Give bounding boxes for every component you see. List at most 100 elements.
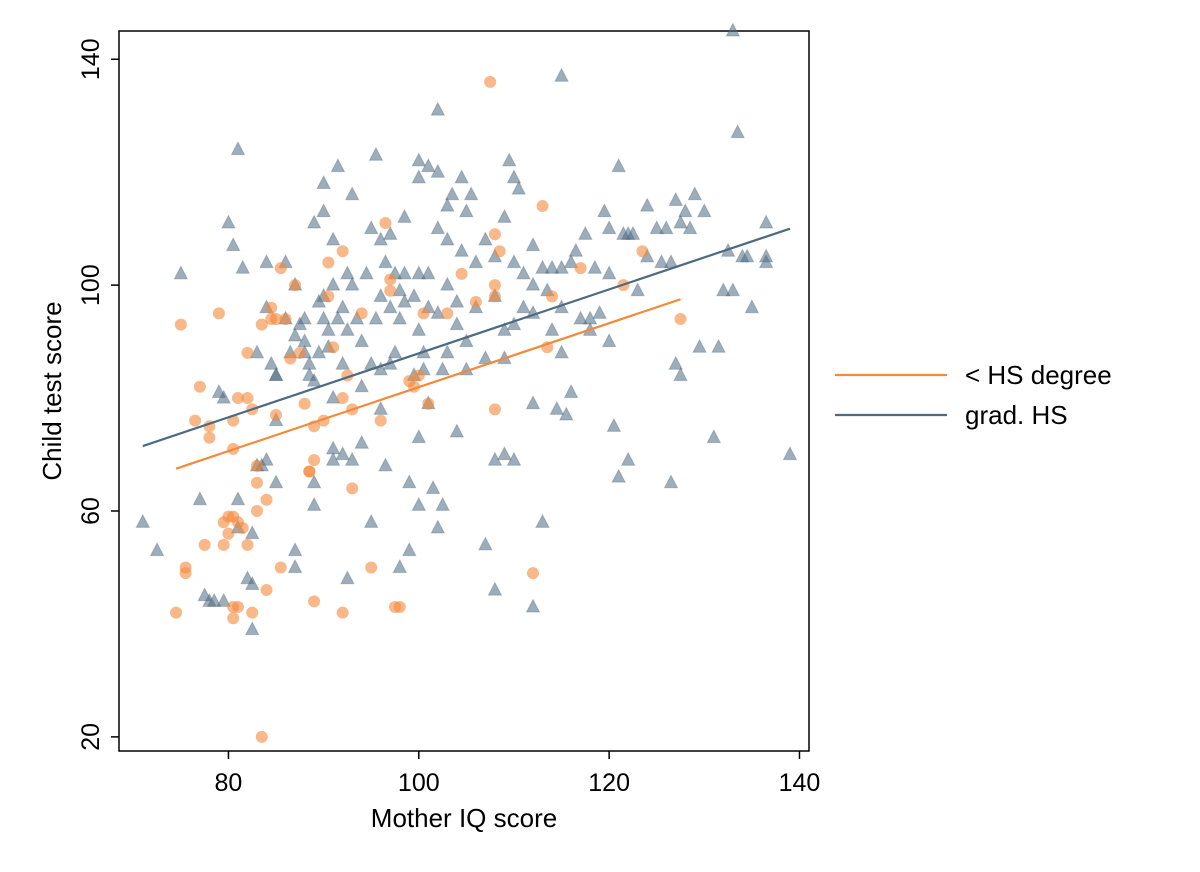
data-point-triangle bbox=[597, 203, 612, 218]
axes: 80 100 120 140 20 60 100 140 bbox=[77, 38, 820, 797]
data-point-triangle bbox=[459, 203, 474, 218]
data-point-triangle bbox=[135, 513, 151, 528]
data-point-triangle bbox=[449, 293, 465, 308]
data-point-triangle bbox=[344, 186, 360, 201]
data-point-triangle bbox=[397, 265, 412, 280]
data-point-triangle bbox=[373, 231, 389, 246]
data-point-triangle bbox=[654, 254, 669, 269]
fit-line-grad-hs bbox=[142, 227, 791, 448]
data-point-circle bbox=[174, 318, 187, 331]
data-point-triangle bbox=[554, 67, 569, 82]
data-point-triangle bbox=[430, 101, 446, 116]
data-point-triangle bbox=[506, 169, 522, 184]
data-point-circle bbox=[284, 352, 297, 365]
data-point-circle bbox=[336, 606, 349, 619]
data-point-triangle bbox=[525, 276, 541, 291]
data-point-circle bbox=[636, 245, 649, 258]
data-point-circle bbox=[270, 313, 283, 325]
data-point-triangle bbox=[463, 186, 479, 201]
data-point-circle bbox=[255, 730, 268, 743]
data-point-triangle bbox=[444, 186, 460, 201]
data-point-triangle bbox=[430, 163, 446, 178]
data-point-triangle bbox=[668, 355, 684, 370]
data-point-triangle bbox=[373, 287, 389, 302]
data-point-triangle bbox=[440, 231, 455, 246]
data-point-triangle bbox=[221, 214, 236, 229]
data-point-circle bbox=[488, 290, 501, 303]
data-point-circle bbox=[417, 307, 430, 320]
fit-line-less-than-hs bbox=[175, 298, 681, 470]
data-point-circle bbox=[241, 392, 254, 405]
data-point-triangle bbox=[725, 282, 741, 297]
data-point-circle bbox=[293, 346, 306, 359]
data-point-circle bbox=[355, 307, 368, 320]
data-point-triangle bbox=[497, 446, 512, 461]
data-point-triangle bbox=[739, 248, 755, 263]
data-point-circle bbox=[374, 414, 387, 427]
data-point-triangle bbox=[544, 321, 560, 336]
data-point-triangle bbox=[554, 344, 569, 359]
data-point-triangle bbox=[611, 158, 626, 173]
data-point-triangle bbox=[435, 496, 450, 511]
data-point-triangle bbox=[401, 474, 417, 489]
data-point-triangle bbox=[287, 542, 303, 557]
data-point-circle bbox=[469, 296, 482, 309]
data-point-triangle bbox=[411, 169, 427, 184]
data-point-circle bbox=[270, 409, 283, 421]
data-point-triangle bbox=[411, 265, 427, 280]
data-point-circle bbox=[412, 369, 425, 382]
data-point-triangle bbox=[325, 231, 341, 246]
data-point-triangle bbox=[149, 542, 165, 557]
data-point-circle bbox=[198, 538, 211, 551]
data-point-triangle bbox=[716, 282, 731, 297]
data-point-triangle bbox=[630, 282, 646, 297]
data-point-triangle bbox=[368, 146, 384, 161]
data-point-triangle bbox=[568, 242, 584, 257]
data-point-triangle bbox=[535, 259, 550, 274]
data-point-triangle bbox=[216, 389, 232, 404]
data-point-triangle bbox=[411, 496, 427, 511]
data-point-circle bbox=[527, 567, 539, 580]
data-point-circle bbox=[536, 200, 549, 213]
data-point-triangle bbox=[192, 491, 208, 506]
data-point-triangle bbox=[558, 406, 574, 421]
data-point-circle bbox=[365, 561, 378, 574]
data-point-triangle bbox=[330, 310, 346, 325]
data-point-triangle bbox=[335, 355, 350, 370]
data-point-triangle bbox=[249, 344, 265, 359]
data-point-triangle bbox=[506, 451, 522, 466]
data-point-triangle bbox=[535, 513, 550, 528]
data-point-triangle bbox=[397, 293, 412, 308]
data-point-triangle bbox=[501, 152, 517, 167]
data-point-circle bbox=[279, 313, 292, 325]
data-point-circle bbox=[488, 403, 501, 416]
data-point-triangle bbox=[316, 174, 331, 190]
data-point-triangle bbox=[711, 338, 726, 353]
data-point-circle bbox=[488, 228, 501, 241]
data-point-triangle bbox=[730, 124, 745, 139]
data-point-triangle bbox=[511, 180, 527, 195]
data-point-circle bbox=[255, 318, 268, 331]
legend-label: < HS degree bbox=[965, 360, 1112, 390]
data-point-triangle bbox=[411, 152, 427, 167]
data-point-triangle bbox=[687, 186, 703, 201]
data-point-triangle bbox=[435, 361, 450, 376]
data-point-triangle bbox=[306, 214, 322, 229]
data-point-triangle bbox=[378, 457, 393, 472]
data-point-triangle bbox=[449, 316, 465, 331]
data-point-circle bbox=[303, 465, 316, 478]
data-point-triangle bbox=[363, 513, 379, 528]
data-point-circle bbox=[384, 273, 397, 286]
data-point-circle bbox=[251, 505, 263, 517]
data-point-triangle bbox=[325, 389, 341, 404]
data-point-circle bbox=[327, 341, 340, 354]
data-point-triangle bbox=[497, 208, 512, 223]
data-point-triangle bbox=[235, 259, 251, 274]
data-point-triangle bbox=[620, 451, 636, 466]
data-point-triangle bbox=[782, 446, 798, 461]
data-point-circle bbox=[484, 75, 497, 88]
y-tick-label: 100 bbox=[77, 264, 105, 306]
data-point-triangle bbox=[663, 474, 679, 489]
data-point-triangle bbox=[363, 220, 379, 235]
